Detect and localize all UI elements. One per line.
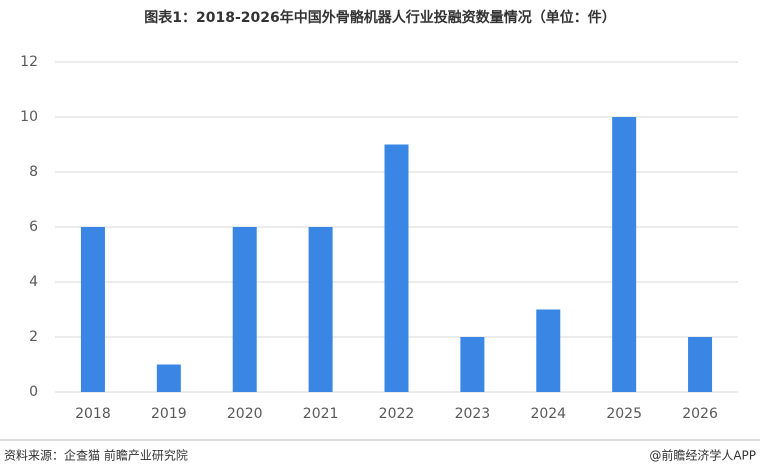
y-tick-label: 12 <box>20 54 38 70</box>
credit: @前瞻经济学人APP <box>649 448 756 463</box>
bar <box>688 337 713 392</box>
bar <box>156 364 181 392</box>
x-tick-label: 2019 <box>151 406 187 422</box>
bar <box>232 227 257 392</box>
x-tick-label: 2025 <box>606 406 642 422</box>
y-tick-label: 2 <box>29 329 38 345</box>
bar <box>612 117 637 392</box>
x-tick-label: 2024 <box>530 406 566 422</box>
source: 资料来源：企查猫 前瞻产业研究院 <box>4 448 188 463</box>
y-tick-label: 8 <box>29 164 38 180</box>
chart-title: 图表1：2018-2026年中国外骨骼机器人行业投融资数量情况（单位：件） <box>144 9 615 26</box>
x-tick-label: 2022 <box>379 406 415 422</box>
y-tick-label: 4 <box>29 274 38 290</box>
bar <box>536 309 561 392</box>
x-tick-label: 2020 <box>227 406 263 422</box>
bar <box>80 227 105 392</box>
x-tick-label: 2023 <box>455 406 491 422</box>
x-tick-label: 2026 <box>682 406 718 422</box>
bar <box>460 337 485 392</box>
y-tick-label: 6 <box>29 219 38 235</box>
y-tick-label: 0 <box>29 384 38 400</box>
y-tick-label: 10 <box>20 109 38 125</box>
bar <box>384 144 409 392</box>
x-tick-label: 2018 <box>75 406 111 422</box>
bar <box>308 227 333 392</box>
x-tick-label: 2021 <box>303 406 339 422</box>
